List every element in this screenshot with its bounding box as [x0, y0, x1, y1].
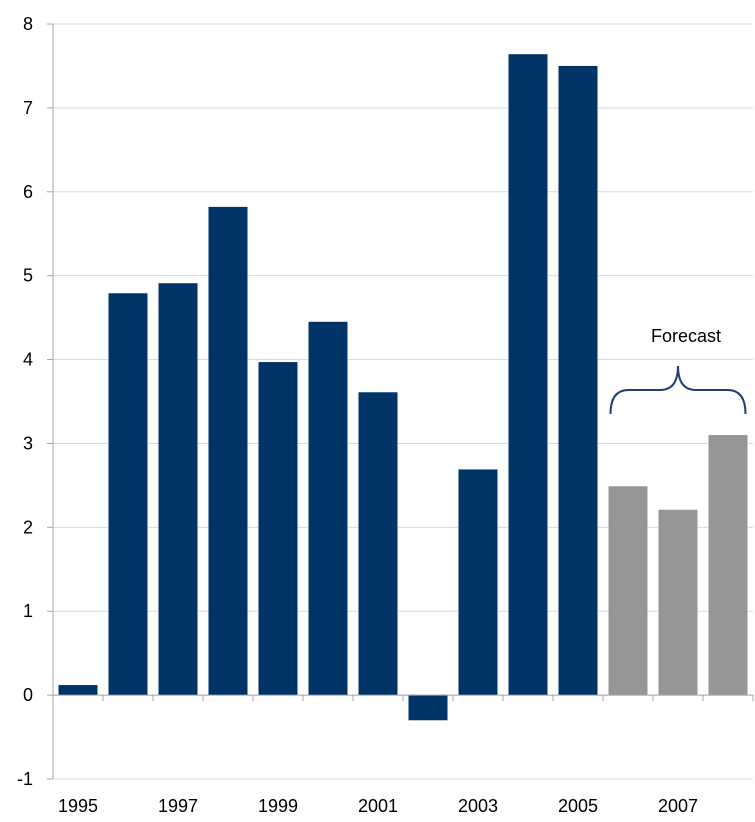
bar — [158, 283, 198, 696]
gridlines — [53, 23, 753, 780]
y-tick-label: 4 — [23, 350, 33, 370]
x-tick-labels: 1995 1997 1999 2001 2003 2005 2007 — [58, 796, 698, 816]
forecast-bar — [608, 486, 648, 696]
x-tick-label: 2007 — [658, 796, 698, 816]
bar — [308, 321, 348, 696]
y-tick-label: 5 — [23, 266, 33, 286]
x-tick-label: 1995 — [58, 796, 98, 816]
y-tick-label: 6 — [23, 182, 33, 202]
bar — [408, 695, 448, 721]
bar — [558, 65, 598, 696]
bar — [208, 206, 248, 696]
y-tick-label: 2 — [23, 517, 33, 537]
y-tick-label: 0 — [23, 685, 33, 705]
forecast-bar — [658, 509, 698, 696]
y-tick-label: -1 — [17, 769, 33, 789]
axes — [47, 23, 754, 780]
bar — [458, 469, 498, 696]
y-tick-labels: -1 0 1 2 3 4 5 6 7 8 — [17, 14, 33, 789]
bar — [108, 293, 148, 696]
y-tick-label: 7 — [23, 98, 33, 118]
x-tick-label: 2005 — [558, 796, 598, 816]
y-tick-label: 8 — [23, 14, 33, 34]
forecast-annotation: Forecast — [609, 326, 747, 415]
x-tick-label: 2003 — [458, 796, 498, 816]
bar — [508, 54, 548, 696]
y-tick-label: 1 — [23, 601, 33, 621]
forecast-bar — [708, 435, 748, 696]
bar — [258, 362, 298, 696]
x-tick-label: 2001 — [358, 796, 398, 816]
bar — [58, 685, 98, 696]
y-tick-label: 3 — [23, 433, 33, 453]
x-tick-label: 1997 — [158, 796, 198, 816]
forecast-brace — [609, 365, 747, 415]
bars — [58, 54, 748, 721]
bar — [358, 392, 398, 696]
forecast-label: Forecast — [651, 326, 721, 346]
x-tick-label: 1999 — [258, 796, 298, 816]
